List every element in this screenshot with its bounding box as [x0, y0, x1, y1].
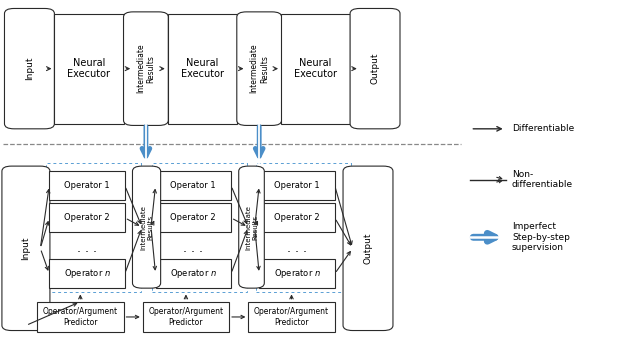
Text: (a): (a): [6, 27, 24, 37]
Text: Non-
differentiable: Non- differentiable: [512, 170, 573, 190]
Bar: [152, 163, 247, 292]
Text: (b): (b): [6, 168, 24, 178]
FancyBboxPatch shape: [37, 302, 124, 332]
Text: Neural
Executor: Neural Executor: [67, 58, 111, 79]
FancyBboxPatch shape: [259, 203, 335, 232]
Text: Operator $n$: Operator $n$: [63, 267, 111, 280]
Text: Operator 2: Operator 2: [170, 213, 216, 222]
FancyBboxPatch shape: [248, 302, 335, 332]
FancyBboxPatch shape: [281, 14, 350, 124]
FancyBboxPatch shape: [132, 166, 161, 288]
FancyBboxPatch shape: [2, 166, 50, 331]
FancyBboxPatch shape: [49, 259, 125, 288]
FancyBboxPatch shape: [239, 166, 264, 288]
Text: Input: Input: [25, 57, 34, 80]
FancyBboxPatch shape: [54, 14, 124, 124]
Text: Neural
Executor: Neural Executor: [294, 58, 337, 79]
Text: Operator 1: Operator 1: [170, 181, 216, 190]
Text: Operator 1: Operator 1: [64, 181, 110, 190]
Text: · · ·: · · ·: [183, 246, 204, 259]
Text: Neural
Executor: Neural Executor: [180, 58, 224, 79]
Bar: [46, 163, 141, 292]
FancyBboxPatch shape: [49, 203, 125, 232]
Text: Operator/Argument
Predictor: Operator/Argument Predictor: [254, 307, 329, 327]
Text: Intermediate
Results: Intermediate Results: [140, 205, 153, 250]
Text: Output: Output: [371, 53, 380, 84]
Text: Operator 2: Operator 2: [274, 213, 320, 222]
Text: Differentiable: Differentiable: [512, 124, 574, 133]
Text: Imperfect
Step-by-step
supervision: Imperfect Step-by-step supervision: [512, 222, 570, 252]
Text: Input: Input: [21, 237, 31, 260]
Text: Operator/Argument
Predictor: Operator/Argument Predictor: [43, 307, 118, 327]
Text: Operator $n$: Operator $n$: [170, 267, 217, 280]
FancyBboxPatch shape: [156, 203, 231, 232]
FancyBboxPatch shape: [168, 14, 237, 124]
Bar: [256, 163, 351, 292]
FancyBboxPatch shape: [156, 259, 231, 288]
FancyBboxPatch shape: [4, 8, 54, 129]
FancyBboxPatch shape: [143, 302, 229, 332]
FancyBboxPatch shape: [124, 12, 168, 125]
Text: Output: Output: [364, 233, 372, 264]
FancyBboxPatch shape: [350, 8, 400, 129]
Text: Intermediate
Results: Intermediate Results: [136, 44, 156, 94]
Text: Intermediate
Results: Intermediate Results: [245, 205, 258, 250]
FancyBboxPatch shape: [49, 171, 125, 200]
Text: Operator/Argument
Predictor: Operator/Argument Predictor: [148, 307, 223, 327]
Text: Operator 1: Operator 1: [274, 181, 320, 190]
Text: · · ·: · · ·: [287, 246, 307, 259]
Text: Intermediate
Results: Intermediate Results: [250, 44, 269, 94]
Text: Operator 2: Operator 2: [64, 213, 110, 222]
FancyBboxPatch shape: [156, 171, 231, 200]
FancyBboxPatch shape: [343, 166, 393, 331]
FancyBboxPatch shape: [259, 259, 335, 288]
Text: Operator $n$: Operator $n$: [273, 267, 321, 280]
Text: · · ·: · · ·: [77, 246, 97, 259]
FancyBboxPatch shape: [237, 12, 282, 125]
FancyBboxPatch shape: [259, 171, 335, 200]
